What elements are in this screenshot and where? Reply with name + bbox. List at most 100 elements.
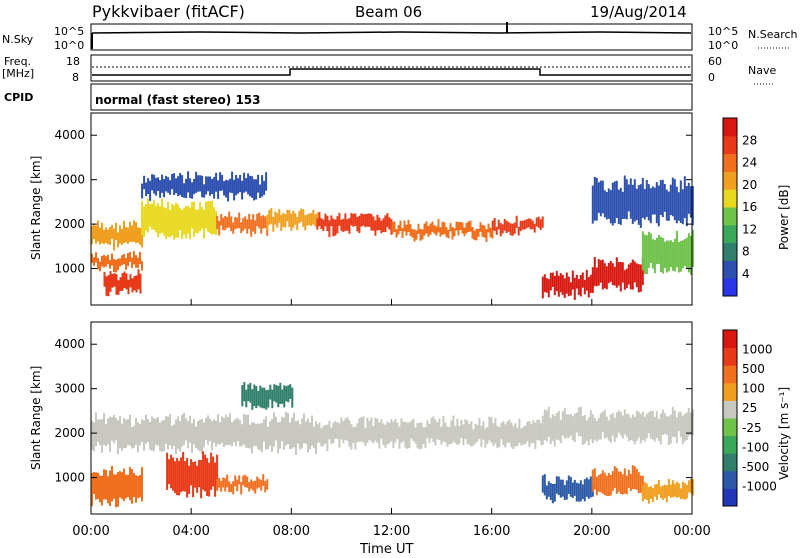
velocity-band-1-cell <box>488 416 491 441</box>
power-band-9-cell <box>571 270 574 290</box>
velocity-band-1-cell <box>356 423 359 443</box>
power-band-11-cell <box>661 237 664 274</box>
velocity-band-7-cell <box>629 473 632 491</box>
velocity-band-7-cell <box>619 471 622 494</box>
power-band-8-cell <box>533 223 536 233</box>
freq-trace <box>92 68 691 76</box>
velocity-band-0-cell <box>223 417 225 448</box>
velocity-band-0-cell <box>155 418 157 445</box>
power-band-12-cell <box>171 174 174 190</box>
velocity-band-2-cell <box>673 410 676 438</box>
power-band-0-cell <box>137 227 139 243</box>
power-band-6-cell <box>360 213 363 227</box>
velocity-band-0-cell <box>199 419 201 452</box>
velocity-band-1-cell <box>490 417 493 443</box>
velocity-band-3-cell <box>125 474 127 499</box>
power-band-6-cell <box>354 213 357 226</box>
velocity-band-3-cell <box>97 472 99 499</box>
power-band-2-cell <box>121 273 124 291</box>
velocity-band-0-cell <box>165 415 167 445</box>
velocity-band-0-cell <box>117 420 119 455</box>
power-band-7-cell <box>405 224 408 236</box>
velocity-band-2-cell <box>667 416 670 445</box>
velocity-band-1-cell <box>400 418 403 443</box>
velocity-band-2-cell <box>575 412 578 433</box>
velocity-band-1-cell <box>376 418 379 443</box>
power-band-0-cell <box>139 227 141 245</box>
power-band-12-cell <box>159 180 162 198</box>
velocity-band-7-cell <box>613 466 616 488</box>
power-band-7-cell <box>439 227 442 237</box>
power-band-13-cell <box>689 186 692 218</box>
velocity-band-1-cell <box>492 423 495 446</box>
velocity-band-0-cell <box>267 426 269 450</box>
power-band-7-cell <box>417 223 420 234</box>
power-band-12-cell <box>249 175 252 197</box>
velocity-band-3-cell <box>129 467 131 501</box>
velocity-band-9-cell <box>249 382 252 403</box>
power-band-4-cell <box>244 216 247 229</box>
power-band-10-cell <box>611 263 614 286</box>
power-band-8-cell <box>537 216 540 228</box>
power-band-8-cell <box>495 226 498 235</box>
power-band-5-cell <box>300 208 303 222</box>
velocity-band-1-cell <box>384 424 387 448</box>
power-band-7-cell <box>397 225 400 235</box>
velocity-band-0-cell <box>237 418 239 441</box>
velocity-band-9-cell <box>263 387 266 409</box>
power-band-13-cell <box>647 184 650 221</box>
velocity-band-2-cell <box>611 413 614 436</box>
velocity-band-0-cell <box>153 418 155 452</box>
velocity-band-2-cell <box>581 416 584 445</box>
power-band-5-cell <box>294 213 297 225</box>
power-colorbar-tick: 28 <box>742 133 757 147</box>
power-band-10-cell <box>621 262 624 283</box>
velocity-band-0-cell <box>315 421 317 455</box>
velocity-band-6-cell <box>567 475 570 494</box>
velocity-band-0-cell <box>251 422 253 454</box>
velocity-band-0-cell <box>219 422 221 445</box>
xlabel: Time UT <box>359 542 413 554</box>
velocity-band-1-cell <box>458 426 461 444</box>
velocity-band-1-cell <box>410 420 413 439</box>
power-band-3-cell <box>193 201 196 237</box>
power-band-0-cell <box>127 227 129 244</box>
velocity-band-9-cell <box>251 389 254 410</box>
velocity-band-7-cell <box>595 476 598 496</box>
power-band-4-cell <box>262 215 265 229</box>
power-band-12-cell <box>241 180 244 200</box>
velocity-y-ticks: 4000 3000 2000 1000 <box>54 337 692 485</box>
power-band-7-cell <box>469 220 472 232</box>
xtick-label: 04:00 <box>172 524 209 539</box>
velocity-band-2-cell <box>579 406 582 437</box>
velocity-band-2-cell <box>549 418 552 444</box>
velocity-band-0-cell <box>113 414 115 444</box>
beam-label: Beam 06 <box>355 3 422 21</box>
power-band-2-cell <box>133 276 136 291</box>
power-band-7-cell <box>455 221 458 231</box>
power-band-7-cell <box>477 228 480 237</box>
power-band-7-cell <box>427 225 430 237</box>
velocity-band-6-cell <box>579 480 582 502</box>
velocity-band-1-cell <box>360 416 363 442</box>
velocity-band-1-cell <box>362 416 365 443</box>
power-band-4-cell <box>256 213 259 227</box>
power-band-2-cell <box>125 273 128 290</box>
velocity-band-9-cell <box>261 387 264 409</box>
cpid-panel <box>90 83 693 111</box>
velocity-band-6-cell <box>569 476 572 497</box>
velocity-band-0-cell <box>297 420 299 444</box>
velocity-band-1-cell <box>448 427 451 445</box>
power-band-9-cell <box>545 278 548 293</box>
velocity-band-2-cell <box>571 416 574 441</box>
power-band-2-cell <box>117 280 120 295</box>
power-band-12-cell <box>217 180 220 199</box>
power-band-13-cell <box>663 184 666 212</box>
power-band-7-cell <box>465 223 468 234</box>
power-band-7-cell <box>489 227 492 238</box>
velocity-band-1-cell <box>426 420 429 439</box>
power-band-0-cell <box>141 228 143 248</box>
velocity-band-4-cell <box>202 451 205 490</box>
velocity-band-0-cell <box>99 419 101 445</box>
power-band-11-cell <box>663 241 666 268</box>
